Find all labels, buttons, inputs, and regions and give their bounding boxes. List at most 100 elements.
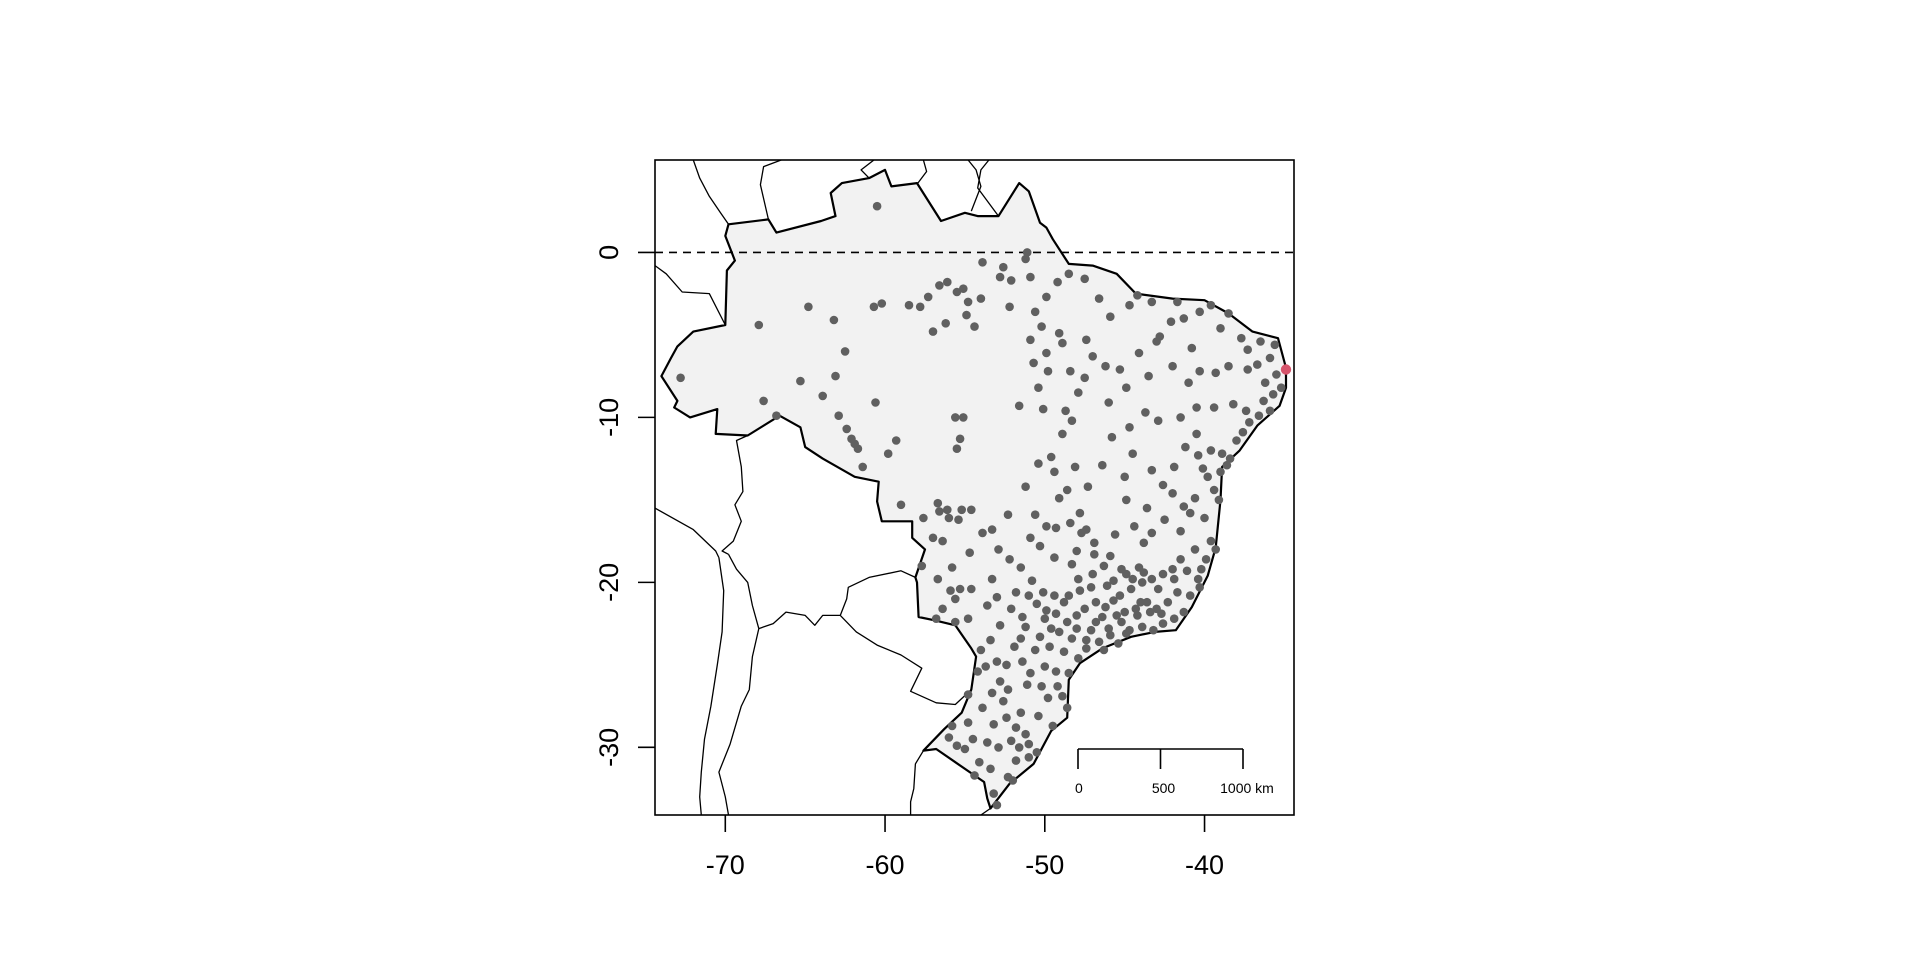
occurrence-point <box>1043 693 1053 703</box>
occurrence-point <box>1062 485 1072 495</box>
occurrence-point <box>987 688 997 698</box>
occurrence-point <box>1190 493 1200 503</box>
brazil-layer <box>660 168 1288 810</box>
occurrence-point <box>946 586 955 595</box>
occurrence-point <box>1216 324 1225 333</box>
occurrence-point <box>963 614 973 623</box>
occurrence-point <box>1021 254 1030 264</box>
occurrence-point <box>883 449 893 459</box>
occurrence-point <box>1168 361 1177 371</box>
neighbor-border-14 <box>839 614 972 706</box>
occurrence-point <box>1107 432 1117 442</box>
occurrence-point <box>1173 297 1182 307</box>
occurrence-point <box>1195 366 1204 376</box>
occurrence-point <box>1050 467 1059 477</box>
occurrence-point <box>1030 510 1040 519</box>
occurrence-point <box>970 322 979 331</box>
occurrence-point <box>954 515 963 524</box>
occurrence-point <box>1003 510 1013 519</box>
occurrence-point <box>1030 307 1040 317</box>
neighbor-borders-layer <box>655 160 1000 815</box>
occurrence-point <box>1037 682 1046 691</box>
x-axis-tick-label: -40 <box>1185 850 1224 880</box>
occurrence-point <box>1169 614 1179 623</box>
occurrence-point <box>1034 459 1043 468</box>
occurrence-point <box>963 690 973 699</box>
occurrence-point <box>1254 411 1264 421</box>
occurrence-point <box>1002 660 1011 670</box>
occurrence-point <box>994 545 1003 554</box>
x-axis-tick-label: -70 <box>706 850 745 880</box>
occurrence-point <box>1122 495 1131 505</box>
occurrence-point <box>1002 713 1011 722</box>
occurrence-point <box>976 294 986 303</box>
occurrence-point <box>1021 482 1030 492</box>
occurrence-point <box>1200 513 1209 523</box>
occurrence-point <box>955 434 965 444</box>
occurrence-point <box>1211 368 1220 378</box>
occurrence-point <box>1011 723 1021 732</box>
occurrence-point <box>1046 624 1056 633</box>
occurrence-point <box>1038 588 1048 597</box>
occurrence-point <box>1075 586 1085 595</box>
occurrence-point <box>963 297 973 307</box>
occurrence-point <box>1090 550 1099 559</box>
occurrence-point <box>1206 446 1216 455</box>
occurrence-point <box>968 734 978 744</box>
occurrence-point <box>965 548 974 557</box>
occurrence-point <box>983 601 992 610</box>
occurrence-point <box>1054 328 1064 338</box>
occurrence-point <box>1059 597 1069 607</box>
occurrence-point <box>1155 332 1165 341</box>
occurrence-point <box>1054 493 1064 503</box>
occurrence-point <box>1077 528 1086 538</box>
occurrence-point <box>989 720 998 729</box>
occurrence-point <box>1243 345 1252 355</box>
x-axis-tick-label: -60 <box>866 850 905 880</box>
occurrence-point <box>987 525 997 534</box>
occurrence-point <box>1051 523 1061 533</box>
occurrence-point <box>1016 708 1026 717</box>
occurrence-point <box>1045 642 1054 651</box>
occurrence-point <box>1075 508 1085 518</box>
occurrence-point <box>1182 566 1192 576</box>
occurrence-point <box>1142 503 1152 513</box>
occurrence-point <box>1216 467 1225 477</box>
occurrence-point <box>1008 776 1018 785</box>
occurrence-point <box>963 718 973 727</box>
occurrence-point <box>1064 269 1074 279</box>
occurrence-point <box>1022 248 1032 257</box>
occurrence-point <box>1016 634 1026 643</box>
occurrence-point <box>951 594 960 604</box>
occurrence-point <box>840 347 850 356</box>
occurrence-point <box>938 536 947 546</box>
occurrence-point <box>1024 591 1034 600</box>
occurrence-point <box>1062 703 1072 713</box>
occurrence-point <box>1029 358 1038 368</box>
occurrence-point <box>989 789 998 798</box>
occurrence-point <box>1094 637 1104 647</box>
occurrence-point <box>941 319 950 328</box>
occurrence-point <box>928 533 938 543</box>
occurrence-point <box>1245 418 1254 427</box>
occurrence-point <box>1133 611 1142 620</box>
neighbor-border-8 <box>655 507 720 558</box>
occurrence-point <box>1005 302 1014 312</box>
occurrence-point <box>1158 569 1168 579</box>
occurrence-point <box>1272 370 1281 379</box>
occurrence-point <box>1179 607 1189 617</box>
points-layer <box>676 201 1292 810</box>
occurrence-point <box>1176 526 1185 536</box>
occurrence-point <box>1037 322 1046 331</box>
occurrence-point <box>1122 629 1131 638</box>
occurrence-point <box>1042 522 1051 531</box>
neighbor-border-9 <box>727 553 760 629</box>
occurrence-point <box>1053 682 1062 691</box>
occurrence-point <box>995 621 1005 630</box>
occurrence-point <box>1195 307 1204 317</box>
occurrence-point <box>1153 416 1163 426</box>
occurrence-point <box>1067 634 1077 643</box>
occurrence-point <box>928 327 938 336</box>
occurrence-point <box>1211 545 1220 554</box>
occurrence-point <box>772 411 781 421</box>
